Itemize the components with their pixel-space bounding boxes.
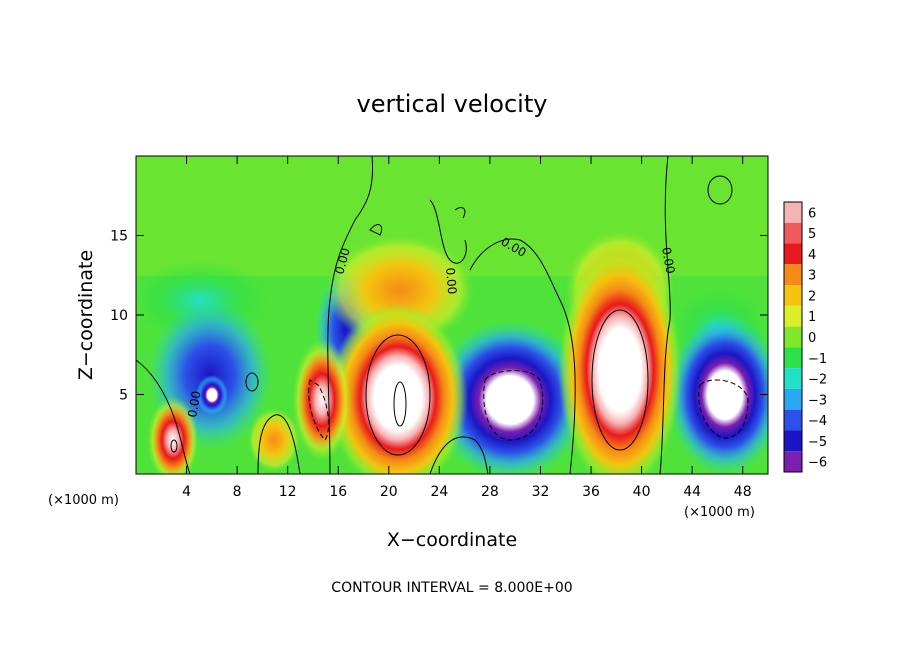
closed-contour xyxy=(591,309,649,451)
colorbar-label: −5 xyxy=(808,435,827,450)
updraft-right xyxy=(558,248,682,474)
colorbar-swatch xyxy=(784,451,802,472)
x-unit-left: (×1000 m) xyxy=(48,493,119,508)
x-tick-label: 32 xyxy=(532,484,550,500)
x-tick-label: 28 xyxy=(481,484,499,500)
colorbar-swatch xyxy=(784,368,802,389)
zero-contour xyxy=(429,436,489,474)
colorbar-swatch xyxy=(784,388,802,410)
contour-label: 0.00 xyxy=(332,246,352,275)
colorbar-label: 0 xyxy=(808,331,816,346)
x-unit-right: (×1000 m) xyxy=(684,505,755,520)
y-axis: 5 10 15 xyxy=(110,229,768,404)
dashed-contour xyxy=(483,370,544,441)
colorbar-swatch xyxy=(784,347,802,369)
zero-contour xyxy=(327,156,374,474)
colorbar-label: −3 xyxy=(808,393,827,408)
x-tick-label: 48 xyxy=(734,484,752,500)
contour-interval: CONTOUR INTERVAL = 8.000E+00 xyxy=(331,580,572,596)
closed-contour xyxy=(707,175,733,205)
zero-contour xyxy=(469,238,576,474)
closed-contour xyxy=(170,439,178,453)
colorbar-label: 1 xyxy=(808,310,816,325)
zero-contour xyxy=(136,359,191,474)
dashed-contour xyxy=(308,379,329,441)
y-tick-label: 15 xyxy=(110,229,128,245)
zero-contour xyxy=(429,199,467,264)
colorbar-label: 6 xyxy=(808,206,816,221)
x-tick-label: 8 xyxy=(233,484,242,500)
x-tick-label: 16 xyxy=(329,484,347,500)
colorbar-swatch xyxy=(784,326,802,348)
colorbar: 6 5 4 3 2 1 0 −1 −2 −3 −4 −5 −6 xyxy=(783,201,827,473)
colorbar-swatch xyxy=(784,264,802,286)
x-axis: 4 8 12 16 20 24 28 32 36 40 44 48 xyxy=(182,156,752,500)
x-tick-label: 44 xyxy=(683,484,701,500)
x-tick-label: 40 xyxy=(633,484,651,500)
plot-area: 0.00 0.00 0.00 0.00 0.00 xyxy=(136,156,768,474)
updraft-corner xyxy=(147,396,199,474)
contour-label: 0.00 xyxy=(443,267,459,295)
x-axis-label: X−coordinate xyxy=(387,529,517,551)
zero-contour xyxy=(454,207,466,219)
zero-contour xyxy=(659,156,671,474)
colorbar-label: −2 xyxy=(808,373,827,388)
closed-contour xyxy=(245,372,259,392)
colorbar-swatch xyxy=(784,430,802,452)
x-tick-label: 36 xyxy=(582,484,600,500)
closed-contour xyxy=(365,334,431,456)
y-tick-label: 5 xyxy=(119,388,128,404)
y-axis-label: Z−coordinate xyxy=(75,250,97,380)
contour-label: 0.00 xyxy=(185,390,203,419)
x-tick-label: 4 xyxy=(182,484,191,500)
chart-title: vertical velocity xyxy=(357,90,548,118)
colorbar-label: 3 xyxy=(808,269,816,284)
updraft-main xyxy=(328,303,468,474)
x-tick-label: 12 xyxy=(279,484,297,500)
colorbar-swatch xyxy=(784,222,802,244)
y-tick-label: 10 xyxy=(110,308,128,324)
zero-contour xyxy=(257,414,301,474)
downdraft-left-core xyxy=(196,375,228,415)
contours xyxy=(136,156,749,474)
zero-contour xyxy=(369,224,383,236)
colorbar-label: −6 xyxy=(808,456,827,471)
x-tick-label: 24 xyxy=(430,484,448,500)
colorbar-label: −1 xyxy=(808,352,827,367)
colorbar-label: 5 xyxy=(808,227,816,242)
colorbar-frame xyxy=(783,201,803,473)
colorbar-swatch xyxy=(784,202,802,223)
dashed-contour xyxy=(698,379,749,439)
colorbar-swatch xyxy=(784,285,802,306)
downdraft-center xyxy=(432,320,588,474)
contour-label: 0.00 xyxy=(659,246,677,275)
colorbar-label: −4 xyxy=(808,414,827,429)
updraft-small xyxy=(292,338,352,462)
colorbar-swatch xyxy=(784,243,802,265)
warm-patch xyxy=(248,408,300,472)
downdraft-right xyxy=(667,315,768,474)
colorbar-swatch xyxy=(784,305,802,327)
colorbar-swatch xyxy=(784,409,802,431)
colorbar-label: 4 xyxy=(808,248,816,263)
closed-contour xyxy=(393,381,407,427)
colorbar-label: 2 xyxy=(808,289,816,304)
x-tick-label: 20 xyxy=(380,484,398,500)
